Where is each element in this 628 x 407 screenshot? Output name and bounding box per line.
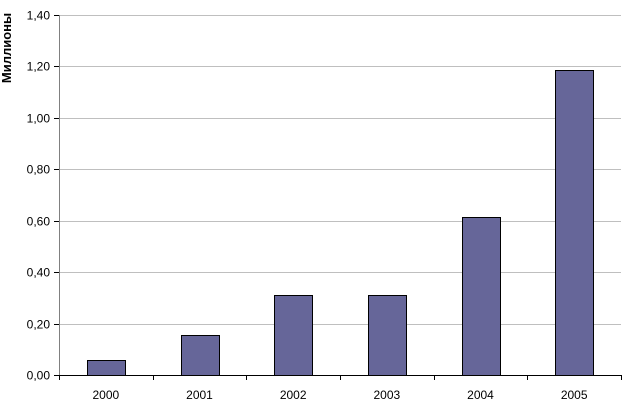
x-tick-label: 2005 [561, 388, 588, 402]
bar-2000 [87, 360, 126, 376]
x-tick-label: 2004 [467, 388, 494, 402]
y-tick-labels: 0,00 0,20 0,40 0,60 0,80 1,00 1,20 1,40 [27, 9, 51, 383]
y-tick-label: 0,20 [27, 318, 51, 332]
bar-2003 [368, 295, 407, 376]
y-tick-label: 0,40 [27, 266, 51, 280]
x-tick-label: 2002 [280, 388, 307, 402]
y-tick-label: 0,00 [27, 369, 51, 383]
bar-2005 [555, 70, 594, 376]
y-axis-title: Миллионы [0, 13, 14, 83]
x-tick-labels: 2000 2001 2002 2003 2004 2005 [92, 388, 587, 402]
axes [54, 15, 622, 380]
x-tick-label: 2000 [92, 388, 119, 402]
gridlines [59, 15, 621, 325]
y-tick-label: 1,40 [27, 9, 51, 23]
y-tick-label: 0,60 [27, 215, 51, 229]
y-tick-label: 1,00 [27, 112, 51, 126]
y-tick-label: 0,80 [27, 163, 51, 177]
bar-2001 [181, 335, 220, 376]
x-tick-label: 2001 [186, 388, 213, 402]
bars [87, 70, 594, 376]
x-tick-label: 2003 [373, 388, 400, 402]
bar-2004 [462, 217, 501, 376]
y-tick-label: 1,20 [27, 60, 51, 74]
bar-2002 [274, 295, 313, 376]
